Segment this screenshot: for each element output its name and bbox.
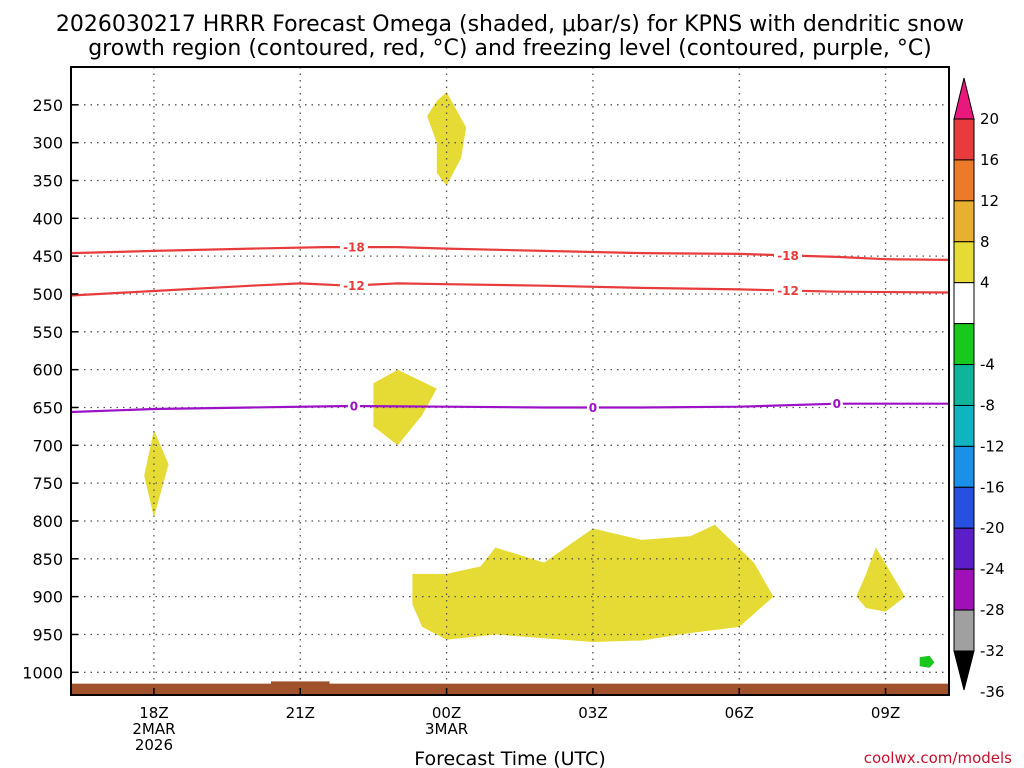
- dgz-minus18-label: -18: [777, 249, 799, 263]
- colorbar-segment: [953, 118, 975, 161]
- plot-frame: [70, 66, 950, 696]
- y-tick-label: 950: [32, 625, 63, 644]
- colorbar-segment: [953, 200, 975, 243]
- x-axis-label: Forecast Time (UTC): [414, 748, 605, 768]
- dgz-minus18-label-bg: [339, 240, 368, 255]
- freezing-level-label: 0: [589, 401, 597, 415]
- x-tick-label: 09Z: [871, 704, 900, 722]
- colorbar-tick-label: -32: [980, 642, 1005, 660]
- x-tick-label: 03Z: [578, 704, 607, 722]
- colorbar-tick-label: 16: [980, 151, 999, 169]
- colorbar-tick-label: -36: [980, 683, 1005, 701]
- colorbar-segment: [953, 241, 975, 284]
- y-tick-label: 700: [32, 436, 63, 455]
- x-tick-label: 18Z: [139, 704, 168, 722]
- omega-right-yellow: [856, 547, 906, 612]
- freezing-level-label: 0: [833, 397, 841, 411]
- temperature-contours: -18 -18 -12 -12 0 0 0: [70, 240, 950, 415]
- colorbar-segment: [953, 323, 975, 366]
- colorbar-segment: [953, 364, 975, 406]
- colorbar-tick-label: 8: [980, 233, 990, 251]
- y-tick-label: 550: [32, 323, 63, 342]
- terrain-ground: [71, 681, 949, 695]
- x-tick-label: 2026: [135, 736, 173, 754]
- terrain-bump: [270, 681, 330, 685]
- y-tick-label: 900: [32, 588, 63, 607]
- colorbar-segment: [953, 282, 975, 325]
- dgz-minus18-label: -18: [343, 241, 365, 255]
- y-tick-label: 850: [32, 550, 63, 569]
- x-tick-label: 3MAR: [425, 720, 468, 738]
- y-tick-label: 800: [32, 512, 63, 531]
- colorbar-tick-label: 12: [980, 192, 999, 210]
- y-tick-label: 300: [32, 134, 63, 153]
- omega-green-spot: [919, 655, 935, 668]
- y-axis-pressure-ticks: 250 300 350 400 450 500 550 600 650 700 750 800 850 9…: [22, 96, 78, 682]
- freezing-level-label-bg: [586, 400, 599, 415]
- omega-shading: [144, 92, 935, 668]
- freezing-level-label-bg: [830, 396, 843, 411]
- y-tick-label: 500: [32, 285, 63, 304]
- colorbar-tick-label: -24: [980, 560, 1005, 578]
- grid-lines: [71, 67, 949, 695]
- dgz-minus18-line: [70, 246, 950, 261]
- colorbar-tick-label: -12: [980, 437, 1005, 455]
- omega-low-yellow: [412, 524, 774, 642]
- colorbar-segment: [953, 527, 975, 570]
- chart-title-line2: growth region (contoured, red, °C) and f…: [88, 36, 932, 61]
- colorbar-segment: [953, 404, 975, 447]
- y-tick-label: 650: [32, 398, 63, 417]
- x-tick-label: 06Z: [725, 704, 754, 722]
- colorbar-tick-label: -16: [980, 478, 1005, 496]
- colorbar-tick-label: -28: [980, 601, 1005, 619]
- y-tick-label: 350: [32, 171, 63, 190]
- x-tick-label: 2MAR: [132, 720, 175, 738]
- y-tick-label: 750: [32, 474, 63, 493]
- chart-title-line1: 2026030217 HRRR Forecast Omega (shaded, …: [56, 12, 964, 37]
- colorbar-segment: [953, 159, 975, 202]
- colorbar-tick-label: 20: [980, 110, 999, 128]
- freezing-level-label: 0: [350, 400, 358, 414]
- colorbar: 20 16 12 8 4 -4 -8 -12 -16 -20 -24 -28 -32 -36: [953, 77, 1005, 701]
- credit-text: coolwx.com/models: [864, 749, 1012, 767]
- dgz-minus12-line: [70, 282, 950, 297]
- colorbar-segment: [953, 568, 975, 611]
- dgz-minus12-label-bg: [339, 278, 368, 293]
- omega-left-yellow: [144, 430, 169, 518]
- colorbar-tick-label: -8: [980, 396, 995, 414]
- colorbar-tick-label: -20: [980, 519, 1005, 537]
- x-tick-label: 21Z: [286, 704, 315, 722]
- y-tick-label: 450: [32, 247, 63, 266]
- dgz-minus12-label: -12: [343, 279, 365, 293]
- freezing-level-label-bg: [347, 399, 360, 414]
- freezing-level-line: [70, 402, 949, 414]
- dgz-minus18-label-bg: [774, 248, 803, 263]
- colorbar-top-triangle: [953, 77, 975, 120]
- terrain-bar: [71, 683, 949, 695]
- y-tick-label: 250: [32, 96, 63, 115]
- colorbar-segment: [953, 486, 975, 529]
- y-tick-label: 1000: [22, 663, 63, 682]
- dgz-minus12-label: -12: [777, 284, 799, 298]
- colorbar-segment: [953, 609, 975, 652]
- dgz-minus12-label-bg: [774, 283, 803, 298]
- y-tick-label: 400: [32, 209, 63, 228]
- colorbar-bottom-triangle: [953, 650, 975, 691]
- x-tick-label: 00Z: [432, 704, 461, 722]
- colorbar-tick-label: 4: [980, 274, 990, 292]
- colorbar-segment: [953, 445, 975, 488]
- colorbar-tick-label: -4: [980, 356, 995, 374]
- y-tick-label: 600: [32, 361, 63, 380]
